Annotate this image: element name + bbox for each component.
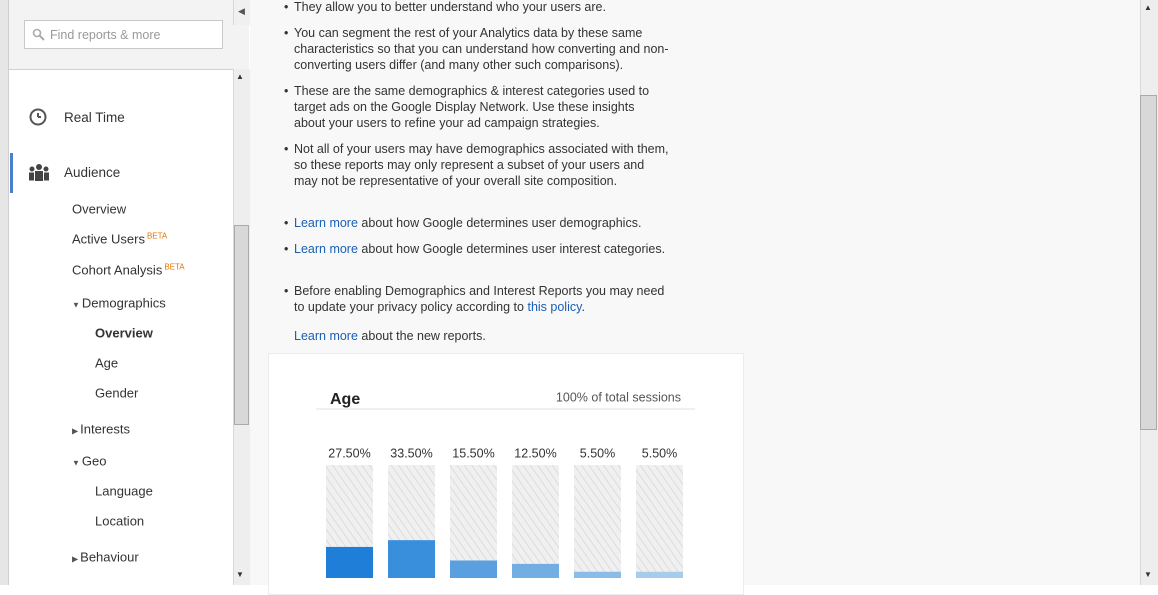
text: You can segment the rest of your Analyti… [294, 26, 669, 72]
bar-background [512, 465, 559, 578]
link[interactable]: Learn more [294, 329, 358, 343]
bar [574, 571, 621, 578]
text: Not all of your users may have demograph… [294, 142, 669, 188]
nav-label: Overview [72, 201, 127, 217]
widget-subtitle: 100% of total sessions [556, 390, 681, 404]
bar [388, 540, 435, 578]
text: about the new reports. [357, 329, 486, 343]
text: . [581, 300, 585, 314]
nav-audience[interactable]: Audience [64, 165, 121, 180]
nav-label: Location [95, 513, 145, 529]
text: about how Google determines user demogra… [357, 216, 642, 230]
expand-arrow: ▶ [72, 426, 79, 436]
bar-label: 12.50% [514, 446, 556, 460]
nav-real-time[interactable]: Real Time [64, 110, 125, 125]
text: These are the same demographics & intere… [294, 84, 650, 130]
collapse-button[interactable]: ◀ [233, 0, 250, 25]
bar [636, 571, 683, 578]
nav-label: Geo [81, 453, 107, 469]
nav-label: Behaviour [80, 549, 139, 565]
bullet: Before enabling Demographics and Interes… [284, 283, 669, 315]
bullet: You can segment the rest of your Analyti… [284, 25, 669, 73]
bullet: They allow you to better understand who … [284, 0, 669, 15]
link[interactable]: this policy [527, 300, 582, 314]
nav-label: Interests [80, 421, 131, 437]
text: They allow you to better understand who … [294, 0, 606, 14]
search-placeholder: Find reports & more [50, 28, 161, 42]
nav-item[interactable]: ▶ Behaviour [72, 550, 139, 565]
nav-label: Demographics [81, 295, 166, 311]
nav-label: Age [95, 355, 119, 371]
scroll-down[interactable]: ▼ [236, 570, 244, 579]
nav-item[interactable]: ▶ Interests [72, 422, 130, 437]
nav-item[interactable]: Age [95, 356, 118, 371]
bar-label: 27.50% [328, 446, 370, 460]
scroll-up[interactable]: ▲ [236, 72, 244, 81]
expand-arrow: ▼ [72, 458, 80, 468]
bar-label: 15.50% [452, 446, 494, 460]
nav-item[interactable]: ▼ Geo [72, 454, 107, 469]
bar-background [574, 465, 621, 578]
nav-item[interactable]: Language [95, 484, 153, 499]
sidebar-scroll-thumb[interactable] [234, 225, 249, 425]
bar-background [636, 465, 683, 578]
bar-label: 5.50% [580, 446, 615, 460]
footer-note: Learn more about the new reports. [294, 328, 486, 344]
text: about how Google determines user interes… [357, 242, 666, 256]
bar-label: 5.50% [642, 446, 677, 460]
bullet: Learn more about how Google determines u… [284, 241, 669, 257]
page-scroll-up[interactable]: ▲ [1144, 3, 1152, 12]
nav-label: Overview [95, 325, 153, 341]
beta-badge: BETA [146, 231, 168, 241]
nav-label: Gender [95, 385, 139, 401]
page-scroll-down[interactable]: ▼ [1144, 570, 1152, 579]
widget-title: Age [330, 391, 360, 408]
bar [326, 546, 373, 578]
bar [512, 563, 559, 578]
bullet: These are the same demographics & intere… [284, 83, 669, 131]
page-scroll-thumb[interactable] [1140, 95, 1157, 430]
nav-item[interactable]: Location [95, 514, 144, 529]
text: Before enabling Demographics and Interes… [294, 284, 665, 314]
bar-background [450, 465, 497, 578]
audience-icon [29, 164, 49, 181]
age-chart: Age 100% of total sessions 27.50% 33.50% 1… [316, 390, 695, 578]
bullet: Learn more about how Google determines u… [284, 215, 669, 231]
nav-item[interactable]: ▼ Demographics [72, 296, 166, 311]
link[interactable]: Learn more [294, 216, 358, 230]
left-strip [0, 0, 9, 585]
nav-item[interactable]: Overview [72, 202, 126, 217]
search-icon [32, 28, 45, 41]
search-box[interactable]: Find reports & more [24, 20, 223, 49]
beta-badge: BETA [164, 262, 185, 272]
bar-label: 33.50% [390, 446, 432, 460]
nav-label: Cohort Analysis [72, 262, 163, 278]
bullet: Not all of your users may have demograph… [284, 141, 669, 189]
nav-item[interactable]: Cohort Analysis BETA [72, 263, 185, 278]
selected-indicator [10, 153, 13, 193]
nav-label: Language [95, 483, 153, 499]
nav-item[interactable]: Gender [95, 386, 138, 401]
nav-label: Active Users [72, 231, 145, 247]
nav-item[interactable]: Active Users BETA [72, 232, 167, 247]
link[interactable]: Learn more [294, 242, 358, 256]
expand-arrow: ▶ [72, 554, 79, 564]
realtime-icon [29, 108, 47, 126]
expand-arrow: ▼ [72, 300, 80, 310]
bar [450, 560, 497, 578]
nav-item[interactable]: Overview [95, 326, 153, 341]
